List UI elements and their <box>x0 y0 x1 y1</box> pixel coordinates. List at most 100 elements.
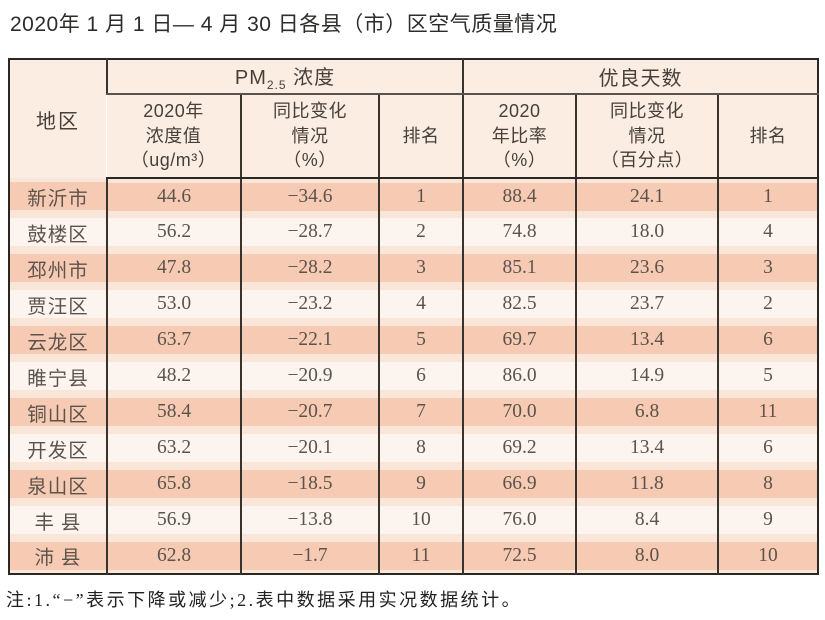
good-ratio-cell: 66.9 <box>462 466 577 502</box>
table-row: 泉山区 65.8 −18.5 9 66.9 11.8 8 <box>9 466 819 502</box>
table-row: 睢宁县 48.2 −20.9 6 86.0 14.9 5 <box>9 358 819 394</box>
good-change-cell: 18.0 <box>575 214 719 250</box>
good-ratio-cell: 86.0 <box>462 358 577 394</box>
pm-change-cell: −34.6 <box>240 178 379 214</box>
col-header-region: 地区 <box>9 59 107 178</box>
region-cell: 丰 县 <box>9 502 107 538</box>
region-cell: 云龙区 <box>9 322 107 358</box>
good-change-cell: 13.4 <box>575 322 719 358</box>
good-change-cell: 6.8 <box>575 394 719 430</box>
col-group-pm25: PM2.5 浓度 <box>105 59 464 95</box>
table-row: 新沂市 44.6 −34.6 1 88.4 24.1 1 <box>9 178 819 214</box>
pm-change-cell: −18.5 <box>240 466 379 502</box>
pm-value-cell: 62.8 <box>106 538 241 574</box>
air-quality-table: 地区 PM2.5 浓度 优良天数 2020年 浓度值 （ug/m³） 同比变化 … <box>8 58 820 575</box>
table-row: 沛 县 62.8 −1.7 11 72.5 8.0 10 <box>9 538 819 574</box>
table-row: 鼓楼区 56.2 −28.7 2 74.8 18.0 4 <box>9 214 819 250</box>
pm-value-cell: 44.6 <box>106 178 241 214</box>
pm-change-cell: −20.9 <box>240 358 379 394</box>
good-ratio-cell: 88.4 <box>462 178 577 214</box>
pm-change-cell: −13.8 <box>240 502 379 538</box>
col-header-pm-value: 2020年 浓度值 （ug/m³） <box>107 94 241 179</box>
region-cell: 睢宁县 <box>9 358 107 394</box>
pm-value-cell: 56.2 <box>106 214 241 250</box>
table-row: 丰 县 56.9 −13.8 10 76.0 8.4 9 <box>9 502 819 538</box>
pm-value-cell: 53.0 <box>106 286 241 322</box>
col-header-pm-rank: 排名 <box>377 94 464 179</box>
table-header: 地区 PM2.5 浓度 优良天数 2020年 浓度值 （ug/m³） 同比变化 … <box>9 59 819 179</box>
pm-value-cell: 65.8 <box>106 466 241 502</box>
table-body: 新沂市 44.6 −34.6 1 88.4 24.1 1 鼓楼区 56.2 −2… <box>9 178 819 574</box>
region-cell: 泉山区 <box>9 466 107 502</box>
pm-change-cell: −28.7 <box>240 214 379 250</box>
pm-rank-cell: 7 <box>377 394 464 430</box>
col-header-good-change: 同比变化 情况 （百分点） <box>575 94 719 179</box>
good-change-cell: 8.4 <box>575 502 719 538</box>
good-rank-cell: 2 <box>717 286 819 322</box>
good-change-cell: 13.4 <box>575 430 719 466</box>
col-header-good-rank: 排名 <box>717 94 819 179</box>
table-row: 贾汪区 53.0 −23.2 4 82.5 23.7 2 <box>9 286 819 322</box>
pm-value-cell: 48.2 <box>106 358 241 394</box>
table-row: 铜山区 58.4 −20.7 7 70.0 6.8 11 <box>9 394 819 430</box>
pm25-label-suffix: 浓度 <box>286 67 336 89</box>
table-row: 邳州市 47.8 −28.2 3 85.1 23.6 3 <box>9 250 819 286</box>
pm-rank-cell: 5 <box>377 322 464 358</box>
page-title: 2020年 1 月 1 日— 4 月 30 日各县（市）区空气质量情况 <box>10 13 558 36</box>
pm-rank-cell: 6 <box>377 358 464 394</box>
good-change-cell: 23.6 <box>575 250 719 286</box>
good-rank-cell: 8 <box>717 466 819 502</box>
pm-change-cell: −23.2 <box>240 286 379 322</box>
pm-rank-cell: 3 <box>377 250 464 286</box>
good-ratio-cell: 72.5 <box>462 538 577 574</box>
region-cell: 新沂市 <box>9 178 107 214</box>
good-ratio-cell: 85.1 <box>462 250 577 286</box>
good-rank-cell: 11 <box>717 394 819 430</box>
region-cell: 鼓楼区 <box>9 214 107 250</box>
pm-rank-cell: 10 <box>377 502 464 538</box>
good-ratio-cell: 69.7 <box>462 322 577 358</box>
good-rank-cell: 6 <box>717 430 819 466</box>
pm-rank-cell: 2 <box>377 214 464 250</box>
pm-change-cell: −22.1 <box>240 322 379 358</box>
col-header-pm-change: 同比变化 情况 （%） <box>240 94 379 179</box>
good-rank-cell: 4 <box>717 214 819 250</box>
good-ratio-cell: 69.2 <box>462 430 577 466</box>
header-group-row: 地区 PM2.5 浓度 优良天数 <box>9 59 819 178</box>
table-row: 云龙区 63.7 −22.1 5 69.7 13.4 6 <box>9 322 819 358</box>
good-rank-cell: 3 <box>717 250 819 286</box>
pm-change-cell: −20.1 <box>240 430 379 466</box>
footnote: 注:1.“−”表示下降或减少;2.表中数据采用实况数据统计。 <box>6 590 523 610</box>
good-change-cell: 11.8 <box>575 466 719 502</box>
good-ratio-cell: 76.0 <box>462 502 577 538</box>
good-ratio-cell: 70.0 <box>462 394 577 430</box>
pm-rank-cell: 4 <box>377 286 464 322</box>
good-rank-cell: 6 <box>717 322 819 358</box>
col-group-good-days: 优良天数 <box>462 59 819 95</box>
good-change-cell: 14.9 <box>575 358 719 394</box>
pm-change-cell: −1.7 <box>240 538 379 574</box>
col-header-good-ratio: 2020 年比率 （%） <box>462 94 577 179</box>
good-rank-cell: 10 <box>717 538 819 574</box>
pm-value-cell: 47.8 <box>106 250 241 286</box>
table-row: 开发区 63.2 −20.1 8 69.2 13.4 6 <box>9 430 819 466</box>
pm-rank-cell: 11 <box>377 538 464 574</box>
region-cell: 邳州市 <box>9 250 107 286</box>
pm25-label-prefix: PM <box>234 67 267 89</box>
pm-rank-cell: 8 <box>377 430 464 466</box>
header-sub-row: 2020年 浓度值 （ug/m³） 同比变化 情况 （%） 排名 2020 年比… <box>9 94 819 179</box>
good-ratio-cell: 74.8 <box>462 214 577 250</box>
good-change-cell: 8.0 <box>575 538 719 574</box>
region-cell: 贾汪区 <box>9 286 107 322</box>
good-ratio-cell: 82.5 <box>462 286 577 322</box>
pm-value-cell: 58.4 <box>106 394 241 430</box>
pm-change-cell: −28.2 <box>240 250 379 286</box>
pm-change-cell: −20.7 <box>240 394 379 430</box>
good-change-cell: 24.1 <box>575 178 719 214</box>
good-rank-cell: 9 <box>717 502 819 538</box>
pm25-subscript: 2.5 <box>266 78 287 92</box>
good-rank-cell: 1 <box>717 178 819 214</box>
region-cell: 铜山区 <box>9 394 107 430</box>
region-cell: 开发区 <box>9 430 107 466</box>
